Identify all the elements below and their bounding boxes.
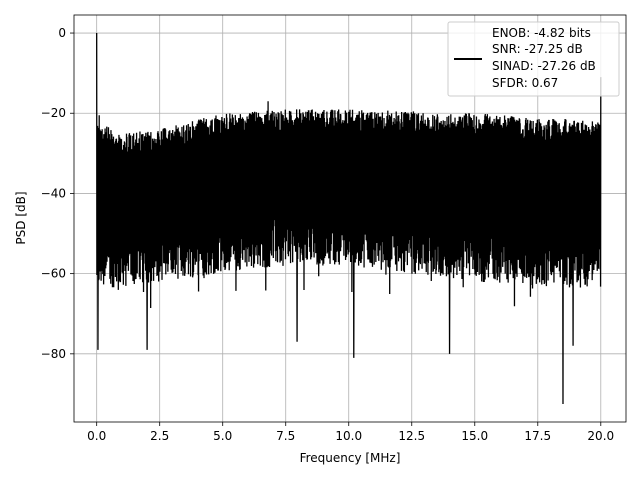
y-tick-label: −60 (41, 267, 66, 281)
legend-box (447, 21, 620, 97)
y-tick-label: −40 (41, 186, 66, 200)
y-axis-label: PSD [dB] (14, 191, 28, 244)
x-axis-ticks: 0.0 2.5 5.0 7.5 10.0 12.5 15.0 17.5 20.0 (87, 422, 614, 443)
x-tick-label: 0.0 (87, 429, 106, 443)
legend-entry-sinad: SINAD: -27.26 dB (492, 59, 596, 73)
legend-entry-sfdr: SFDR: 0.67 (492, 76, 558, 90)
x-tick-label: 2.5 (150, 429, 169, 443)
y-tick-label: 0 (58, 26, 66, 40)
y-tick-label: −80 (41, 347, 66, 361)
x-tick-label: 15.0 (461, 429, 488, 443)
y-tick-label: −20 (41, 106, 66, 120)
legend-entry-enob: ENOB: -4.82 bits (492, 26, 591, 40)
plot-frame (73, 14, 627, 423)
x-tick-label: 12.5 (398, 429, 425, 443)
x-tick-label: 17.5 (524, 429, 551, 443)
x-tick-label: 5.0 (213, 429, 232, 443)
psd-series-line (96, 33, 602, 404)
x-tick-label: 10.0 (335, 429, 362, 443)
legend: ENOB: -4.82 bits SNR: -27.25 dB SINAD: -… (447, 21, 620, 97)
x-tick-label: 7.5 (276, 429, 295, 443)
y-axis-ticks: 0 −20 −40 −60 −80 (41, 26, 74, 361)
x-axis-label: Frequency [MHz] (300, 451, 401, 465)
legend-entry-snr: SNR: -27.25 dB (492, 42, 583, 56)
x-tick-label: 20.0 (587, 429, 614, 443)
psd-trace (96, 33, 602, 404)
